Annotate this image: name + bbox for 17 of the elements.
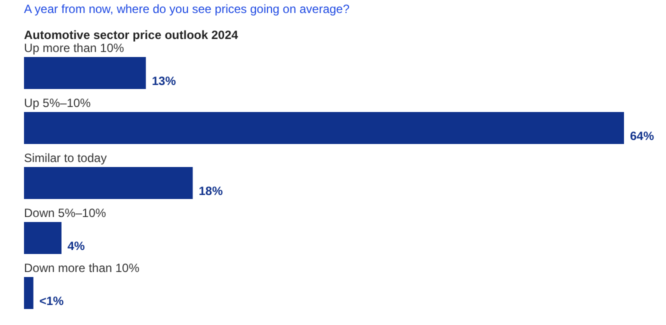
- y-tick-label: Up 5%–10%: [24, 96, 92, 110]
- y-tick-label: Similar to today: [24, 151, 107, 165]
- bar: [24, 277, 34, 309]
- data-label: 64%: [630, 129, 654, 143]
- y-tick-label: Down 5%–10%: [24, 206, 106, 220]
- data-label: 4%: [68, 239, 86, 253]
- text: Automotive sector price outlook 2024: [24, 28, 238, 42]
- y-tick-label: Up more than 10%: [24, 41, 124, 55]
- bar: [24, 57, 146, 89]
- bar: [24, 222, 62, 254]
- data-label: 13%: [152, 74, 176, 88]
- chart-subtitle: A year from now, where do you see prices going on average?: [24, 2, 350, 16]
- data-label: 18%: [198, 184, 224, 198]
- y-tick-label: Down more than 10%: [24, 261, 140, 275]
- data-label: <1%: [39, 294, 64, 308]
- bar: [24, 112, 624, 144]
- bar: [24, 167, 193, 199]
